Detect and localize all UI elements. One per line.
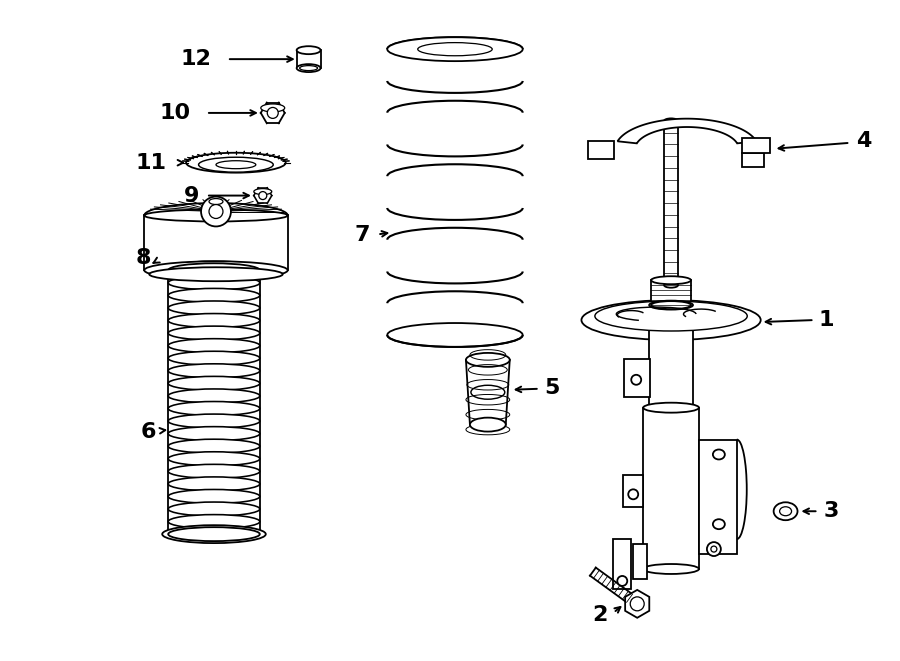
- Circle shape: [267, 108, 278, 118]
- Ellipse shape: [644, 403, 699, 412]
- Text: 12: 12: [180, 49, 211, 69]
- Ellipse shape: [168, 527, 260, 541]
- Ellipse shape: [297, 46, 320, 54]
- Ellipse shape: [168, 313, 260, 327]
- Ellipse shape: [779, 507, 792, 516]
- Ellipse shape: [168, 451, 260, 466]
- Ellipse shape: [595, 301, 747, 331]
- Bar: [649, 305, 693, 408]
- Text: 5: 5: [544, 377, 560, 398]
- Text: 2: 2: [592, 605, 608, 625]
- Ellipse shape: [168, 464, 260, 479]
- Text: 3: 3: [824, 501, 839, 522]
- Ellipse shape: [144, 261, 288, 279]
- Text: 4: 4: [856, 131, 872, 151]
- Bar: [644, 408, 699, 569]
- Circle shape: [201, 196, 231, 227]
- Ellipse shape: [644, 564, 699, 574]
- Circle shape: [628, 489, 638, 499]
- Ellipse shape: [168, 515, 260, 529]
- Ellipse shape: [664, 118, 678, 124]
- Bar: [742, 137, 769, 153]
- Ellipse shape: [418, 42, 492, 56]
- Ellipse shape: [168, 263, 260, 277]
- Ellipse shape: [168, 414, 260, 428]
- Bar: [699, 440, 737, 554]
- Ellipse shape: [162, 525, 266, 543]
- Ellipse shape: [164, 261, 264, 279]
- Ellipse shape: [649, 403, 693, 412]
- Ellipse shape: [387, 37, 523, 61]
- Ellipse shape: [664, 283, 678, 288]
- Ellipse shape: [713, 449, 725, 459]
- Ellipse shape: [168, 288, 260, 302]
- Circle shape: [706, 542, 721, 556]
- Ellipse shape: [649, 301, 693, 309]
- Ellipse shape: [581, 300, 760, 340]
- Ellipse shape: [652, 276, 691, 284]
- Ellipse shape: [297, 64, 320, 72]
- Ellipse shape: [471, 385, 505, 399]
- Text: 10: 10: [160, 103, 191, 123]
- Text: 1: 1: [818, 310, 834, 330]
- Ellipse shape: [254, 188, 272, 194]
- Polygon shape: [626, 590, 649, 618]
- Bar: [613, 539, 631, 589]
- Polygon shape: [617, 119, 756, 143]
- Ellipse shape: [168, 426, 260, 441]
- Text: 7: 7: [355, 225, 370, 245]
- Ellipse shape: [713, 519, 725, 529]
- Ellipse shape: [774, 502, 797, 520]
- Ellipse shape: [168, 401, 260, 416]
- Ellipse shape: [168, 326, 260, 340]
- Ellipse shape: [168, 389, 260, 403]
- Ellipse shape: [144, 210, 288, 221]
- Ellipse shape: [652, 301, 691, 309]
- Ellipse shape: [261, 104, 284, 112]
- Ellipse shape: [168, 351, 260, 365]
- Bar: [742, 153, 764, 167]
- Ellipse shape: [168, 301, 260, 315]
- Ellipse shape: [168, 490, 260, 504]
- Text: 8: 8: [136, 249, 151, 268]
- Bar: [625, 359, 650, 397]
- Text: 6: 6: [140, 422, 157, 442]
- Ellipse shape: [168, 364, 260, 377]
- Circle shape: [631, 375, 641, 385]
- Ellipse shape: [470, 418, 506, 432]
- Ellipse shape: [168, 276, 260, 290]
- Bar: [664, 121, 678, 285]
- Bar: [589, 141, 615, 159]
- Circle shape: [617, 576, 627, 586]
- Ellipse shape: [168, 263, 260, 277]
- Bar: [634, 544, 647, 579]
- Ellipse shape: [216, 161, 256, 169]
- Ellipse shape: [466, 353, 509, 367]
- Ellipse shape: [168, 502, 260, 516]
- Text: 9: 9: [184, 186, 199, 206]
- Bar: [624, 475, 644, 507]
- Ellipse shape: [168, 376, 260, 390]
- Circle shape: [630, 597, 644, 611]
- Ellipse shape: [199, 157, 274, 172]
- Ellipse shape: [168, 439, 260, 453]
- Ellipse shape: [300, 65, 318, 71]
- Ellipse shape: [168, 338, 260, 352]
- Circle shape: [711, 546, 717, 552]
- Ellipse shape: [168, 477, 260, 491]
- Text: 11: 11: [135, 153, 166, 173]
- Circle shape: [209, 204, 223, 219]
- Ellipse shape: [209, 198, 223, 204]
- Circle shape: [259, 192, 266, 200]
- Ellipse shape: [186, 153, 285, 173]
- Bar: [652, 280, 691, 305]
- Ellipse shape: [149, 267, 283, 281]
